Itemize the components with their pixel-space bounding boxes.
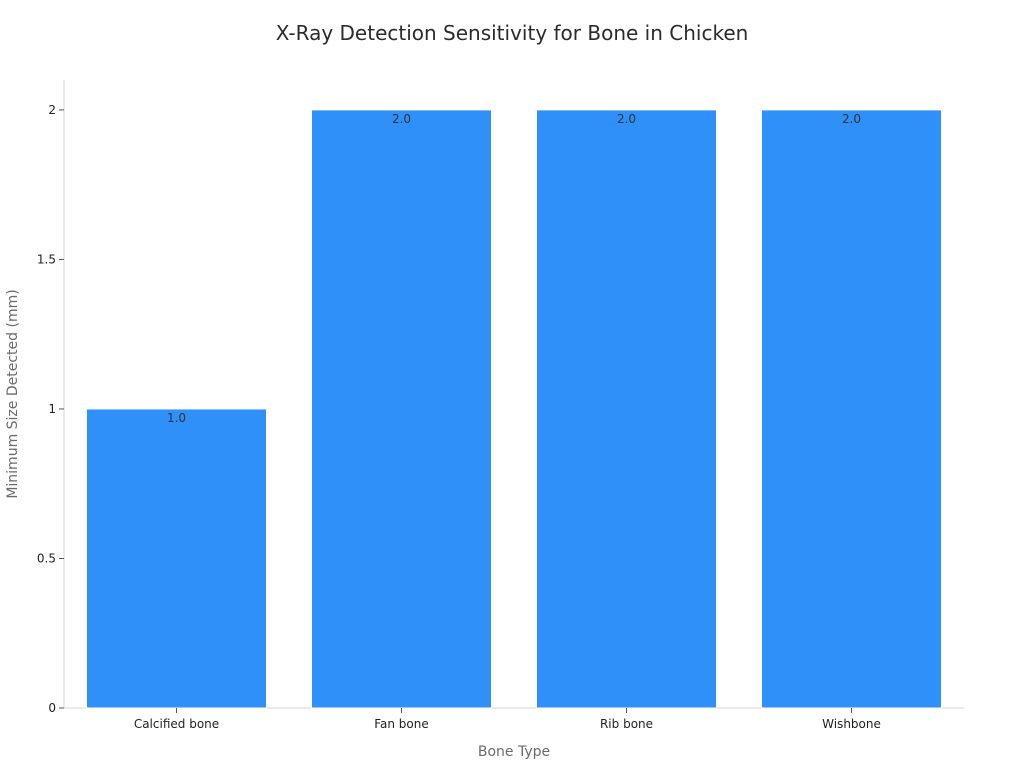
bar-calcified-bone [86, 408, 267, 709]
y-axis-title: Minimum Size Detected (mm) [5, 289, 21, 498]
y-axis-ticks: 0 0.5 1 1.5 2 [37, 103, 64, 715]
chart-title: X-Ray Detection Sensitivity for Bone in … [276, 21, 749, 45]
bar-fan-bone [311, 109, 492, 709]
y-tick-label: 0 [48, 701, 56, 715]
y-tick-label: 2 [48, 103, 56, 117]
x-axis-title: Bone Type [478, 744, 550, 760]
bars-group [86, 109, 942, 709]
x-tick-label: Rib bone [600, 717, 653, 731]
data-labels-group: 1.0 2.0 2.0 2.0 [167, 112, 861, 425]
x-axis-ticks: Calcified bone Fan bone Rib bone Wishbone [134, 708, 881, 731]
x-tick-label: Calcified bone [134, 717, 219, 731]
data-label: 2.0 [842, 112, 861, 126]
plot-area: 1.0 2.0 2.0 2.0 0 0.5 1 1.5 2 Calcified bone Fan… [37, 80, 964, 731]
data-label: 2.0 [617, 112, 636, 126]
y-tick-label: 0.5 [37, 551, 56, 565]
data-label: 2.0 [392, 112, 411, 126]
y-tick-label: 1.5 [37, 252, 56, 266]
x-tick-label: Fan bone [374, 717, 429, 731]
bar-rib-bone [536, 109, 717, 709]
bar-wishbone [761, 109, 942, 709]
y-tick-label: 1 [48, 402, 56, 416]
data-label: 1.0 [167, 411, 186, 425]
x-tick-label: Wishbone [822, 717, 881, 731]
